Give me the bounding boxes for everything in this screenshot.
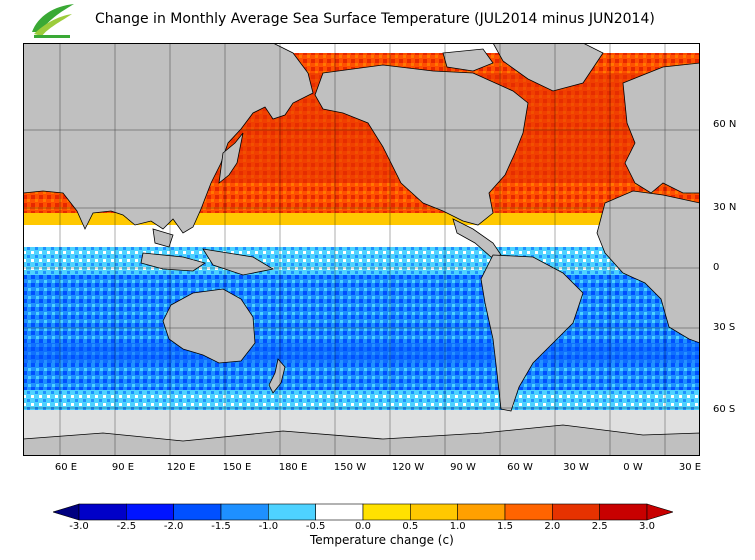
colorbar-tick-label: 3.0 [639,521,655,532]
colorbar-cell [552,503,600,521]
lat-label-30s: 30 S [713,322,736,333]
colorbar-tick-label: 2.5 [591,521,608,532]
lon-label-60e: 60 E [54,462,78,473]
land-north-america [314,64,529,226]
colorbar-tick-label: -2.5 [116,521,137,532]
lat-label-60s: 60 S [713,404,736,415]
lon-label-90e: 90 E [111,462,135,473]
colorbar-max-arrow [646,503,673,521]
lon-label-180e: 180 E [278,462,308,473]
land-south-america [480,254,584,412]
colorbar-cell [173,503,222,521]
colorbar-tick-label: 0.0 [355,521,371,532]
lon-label-90w: 90 W [450,462,476,473]
agency-logo-icon [32,4,74,38]
color-scale-bar [53,503,673,521]
colorbar-cell [78,503,127,521]
map-title: Change in Monthly Average Sea Surface Te… [95,11,655,27]
lon-label-150e: 150 E [222,462,252,473]
colorbar-cell [220,503,269,521]
colorbar-tick-label: 1.5 [497,521,513,532]
lat-label-0: 0 [713,262,720,273]
lon-label-60w: 60 W [507,462,533,473]
land-antarctica [23,424,700,456]
colorbar-cell [457,503,506,521]
colorbar-cell [599,503,648,521]
lat-label-60n: 60 N [713,119,737,130]
lat-label-30n: 30 N [713,202,737,213]
colorbar-tick-label: -3.0 [69,521,89,532]
lat-lon-grid [23,43,700,456]
colorbar-cell [410,503,458,521]
lon-label-0w: 0 W [623,462,643,473]
lon-label-120e: 120 E [166,462,196,473]
land-new-zealand [268,358,286,394]
colorbar-min-arrow [53,503,80,521]
lon-label-120w: 120 W [391,462,425,473]
lon-label-30e: 30 E [678,462,702,473]
colorbar-cell [504,503,553,521]
land-africa [596,190,700,344]
colorbar-cell [126,503,174,521]
colorbar-cell [362,503,411,521]
colorbar-cell [315,503,364,521]
colorbar-tick-label: 0.5 [402,521,419,532]
colorbar-tick-label: -2.0 [163,521,184,532]
land-australia [162,288,256,364]
colorbar-tick-label: -1.0 [258,521,279,532]
lon-label-150w: 150 W [333,462,367,473]
map-frame [23,43,700,456]
colorbar-label: Temperature change (c) [310,533,454,547]
land-asia [23,43,314,234]
sst-change-map [23,43,700,456]
land-maritime-se-asia [140,228,275,276]
colorbar-cell [268,503,316,521]
colorbar-tick-label: 2.0 [544,521,561,532]
colorbar-tick-label: -1.5 [211,521,231,532]
land-arctic-islands [442,48,494,72]
colorbar-tick-label: -0.5 [305,521,326,532]
land-masses [23,43,700,456]
land-europe [622,62,700,194]
lon-label-30w: 30 W [563,462,589,473]
colorbar-tick-label: 1.0 [449,521,466,532]
land-greenland [492,43,604,92]
